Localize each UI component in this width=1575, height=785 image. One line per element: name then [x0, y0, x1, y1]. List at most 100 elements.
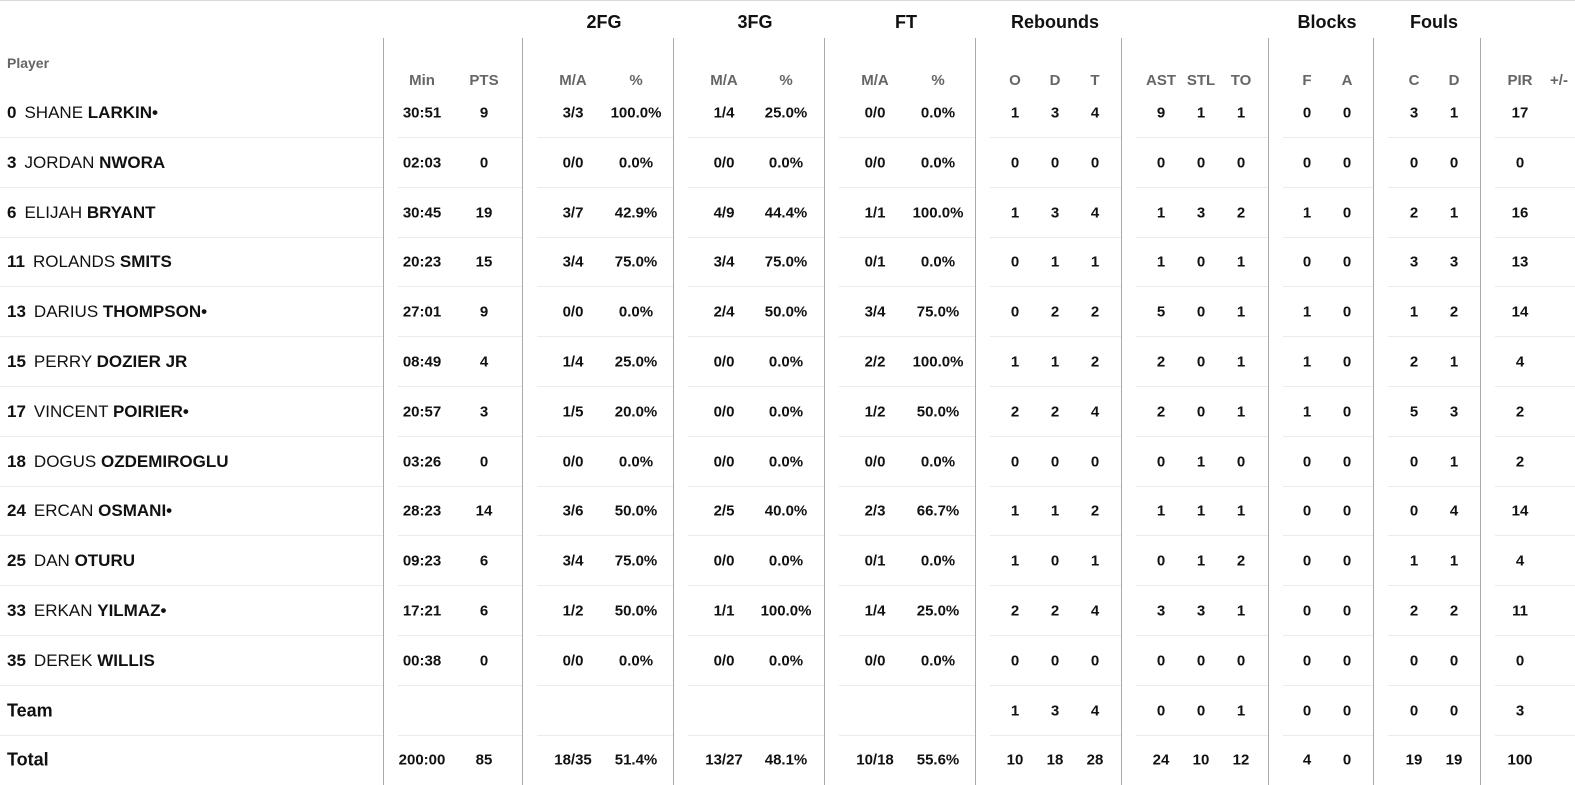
player-name-cell[interactable]: 13 DARIUS THOMPSON•	[7, 302, 207, 322]
stat-cell: 1	[1156, 204, 1166, 222]
table-row[interactable]: 33 ERKAN YILMAZ• 17:21 6 1/2 50.0% 1/1 100.0% 1/…	[0, 586, 1575, 636]
player-name-cell[interactable]: 18 DOGUS OZDEMIROGLU	[7, 452, 229, 472]
stat-cell: 51.4%	[614, 751, 658, 769]
table-row[interactable]: 11 ROLANDS SMITS 20:23 15 3/4 75.0% 3/4 75.0% 0/…	[0, 237, 1575, 288]
player-last-name[interactable]: SMITS	[119, 252, 172, 272]
player-last-name[interactable]: LARKIN	[87, 103, 152, 122]
stat-cell: 4	[1449, 502, 1459, 520]
column-separator	[975, 38, 976, 785]
stat-cell: 1	[1010, 702, 1020, 720]
player-last-name[interactable]: OTURU	[74, 551, 136, 571]
table-row[interactable]: 18 DOGUS OZDEMIROGLU 03:26 0 0/0 0.0% 0/0 0.0% 0…	[0, 437, 1575, 487]
row-divider	[1136, 435, 1268, 437]
table-row[interactable]: 3 JORDAN NWORA 02:03 0 0/0 0.0% 0/0 0.0% 0/0 0.0%…	[0, 138, 1575, 188]
player-last-name[interactable]: WILLIS	[97, 650, 155, 670]
row-divider	[0, 286, 383, 288]
table-row[interactable]: 35 DEREK WILLIS 00:38 0 0/0 0.0% 0/0 0.0% 0/0 0.0…	[0, 636, 1575, 686]
column-header: C	[1408, 72, 1420, 89]
stat-cell: 0	[1196, 353, 1206, 371]
stat-cell: 2	[1010, 602, 1020, 620]
stat-cell: 100.0%	[912, 353, 964, 371]
stat-cell: 1	[1010, 502, 1020, 520]
table-row[interactable]: 25 DAN OTURU 09:23 6 3/4 75.0% 0/0 0.0% 0/1 0.0% 1…	[0, 536, 1575, 587]
stat-cell: 1	[1010, 552, 1020, 570]
player-last-name[interactable]: THOMPSON	[102, 302, 202, 322]
stat-cell: 0	[479, 453, 489, 471]
table-row[interactable]: 0 SHANE LARKIN• 30:51 9 3/3 100.0% 1/4 25.0% 0/0…	[0, 88, 1575, 138]
stat-cell: 1	[1449, 453, 1459, 471]
player-number: 33	[7, 601, 26, 620]
stat-cell: 3/6	[562, 502, 584, 520]
stat-cell: 1	[1236, 104, 1246, 122]
stat-cell: 24	[1152, 751, 1170, 769]
row-divider	[688, 386, 824, 387]
row-divider	[1495, 684, 1575, 686]
stat-cell: 2	[1449, 602, 1459, 620]
stat-cell: 0	[1302, 552, 1312, 570]
column-header: Min	[409, 72, 435, 89]
row-divider	[1283, 186, 1373, 188]
player-name-cell[interactable]: 11 ROLANDS SMITS	[7, 252, 172, 272]
stat-cell: 0	[1050, 552, 1060, 570]
stat-cell: 44.4%	[764, 204, 808, 222]
player-first-name: ELIJAH	[24, 202, 83, 222]
stat-cell: 48.1%	[764, 751, 808, 769]
row-divider	[990, 435, 1121, 437]
player-last-name[interactable]: OSMANI	[98, 501, 167, 521]
player-name-cell[interactable]: 3 JORDAN NWORA	[7, 153, 165, 173]
player-name-cell[interactable]: 6 ELIJAH BRYANT	[7, 203, 155, 223]
stat-cell: 0/1	[864, 253, 886, 271]
stat-cell: 1	[1409, 303, 1419, 321]
row-divider	[1388, 435, 1480, 437]
table-row[interactable]: 15 PERRY DOZIER JR 08:49 4 1/4 25.0% 0/0 0.0% 2/…	[0, 337, 1575, 387]
player-name-cell[interactable]: 15 PERRY DOZIER JR	[7, 352, 187, 372]
row-divider	[0, 585, 383, 587]
player-name-cell[interactable]: 17 VINCENT POIRIER•	[7, 402, 189, 422]
player-last-name[interactable]: NWORA	[99, 152, 166, 172]
stat-cell: 1/1	[713, 602, 735, 620]
row-divider	[537, 137, 673, 138]
player-last-name[interactable]: DOZIER JR	[96, 352, 188, 371]
player-last-name[interactable]: POIRIER	[112, 401, 183, 421]
stat-cell: 30:51	[402, 104, 442, 122]
stat-cell: 0	[1302, 253, 1312, 271]
table-row[interactable]: 17 VINCENT POIRIER• 20:57 3 1/5 20.0% 0/0 0.0% 1…	[0, 387, 1575, 437]
table-row[interactable]: 13 DARIUS THOMPSON• 27:01 9 0/0 0.0% 2/4 50.0% 3…	[0, 287, 1575, 338]
stat-cell: 0.0%	[768, 353, 804, 371]
stat-cell: 0	[1196, 154, 1206, 172]
stat-cell: 3/4	[713, 253, 735, 271]
stat-cell: 0	[1342, 104, 1352, 122]
column-header: %	[779, 72, 793, 89]
stat-cell: 10	[1192, 751, 1210, 769]
player-name-cell[interactable]: 35 DEREK WILLIS	[7, 651, 155, 671]
row-divider	[0, 485, 383, 487]
stat-cell: 0	[1302, 702, 1312, 720]
row-divider	[0, 734, 383, 736]
row-divider	[537, 286, 673, 288]
stat-cell: 0/0	[713, 652, 735, 670]
column-header: M/A	[710, 72, 738, 89]
row-divider	[990, 684, 1121, 686]
player-name-cell[interactable]: 0 SHANE LARKIN•	[7, 103, 158, 123]
stat-cell: 0	[1409, 453, 1419, 471]
row-divider	[398, 336, 522, 338]
stat-cell: 0	[1302, 104, 1312, 122]
player-last-name[interactable]: OZDEMIROGLU	[101, 451, 229, 471]
player-name-cell[interactable]: 24 ERCAN OSMANI•	[7, 501, 172, 521]
table-row[interactable]: 6 ELIJAH BRYANT 30:45 19 3/7 42.9% 4/9 44.4% 1/1…	[0, 188, 1575, 238]
stat-cell: 0.0%	[920, 453, 956, 471]
row-divider	[1388, 684, 1480, 686]
player-name-cell[interactable]: 33 ERKAN YILMAZ•	[7, 601, 166, 621]
row-divider	[688, 635, 824, 636]
stat-cell: 1	[1449, 104, 1459, 122]
player-column-header: Player	[7, 55, 50, 71]
player-last-name[interactable]: BRYANT	[86, 202, 156, 222]
player-last-name[interactable]: YILMAZ	[97, 601, 161, 620]
row-divider	[398, 485, 522, 487]
row-divider	[839, 535, 975, 537]
group-header-2fg: 2FG	[586, 12, 622, 32]
table-row[interactable]: 24 ERCAN OSMANI• 28:23 14 3/6 50.0% 2/5 40.0% 2/…	[0, 486, 1575, 537]
row-divider	[1495, 635, 1575, 636]
total-row: Total 200:00 85 18/35 51.4% 13/27 48.1% 10/18 55…	[0, 735, 1575, 785]
player-name-cell[interactable]: 25 DAN OTURU	[7, 551, 135, 571]
